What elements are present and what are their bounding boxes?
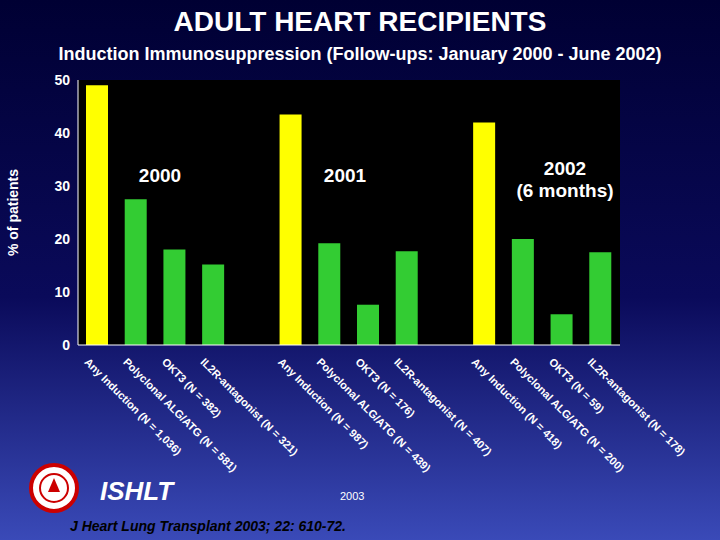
svg-text:0: 0 — [62, 337, 70, 353]
svg-text:IL2R-antagonist (N = 321): IL2R-antagonist (N = 321) — [198, 355, 301, 458]
svg-text:% of patients: % of patients — [8, 169, 21, 256]
html-text:2002: 2002 — [543, 158, 587, 179]
html-text:ADULT HEART RECIPIENTS: ADULT HEART RECIPIENTS — [173, 6, 547, 37]
html-text:Induction Immunosuppression (F: Induction Immunosuppression (Follow-ups:… — [58, 44, 662, 64]
svg-text:40: 40 — [54, 125, 70, 141]
svg-text:Polyclonal ALG/ATG (N = 581): Polyclonal ALG/ATG (N = 581) — [121, 355, 240, 475]
html-text:J Heart Lung Transplant 2003;: J Heart Lung Transplant 2003; 22: 610-72… — [70, 518, 346, 534]
svg-text:10: 10 — [54, 284, 70, 300]
html-text:2003: 2003 — [340, 490, 365, 502]
svg-text:Any Induction (N = 1,036): Any Induction (N = 1,036) — [82, 355, 184, 458]
svg-text:IL2R-antagonist (N = 178): IL2R-antagonist (N = 178) — [586, 356, 688, 458]
svg-text:OKT3 (N = 176): OKT3 (N = 176) — [353, 355, 418, 420]
html-text:2000: 2000 — [138, 165, 182, 186]
svg-text:OKT3 (N = 59): OKT3 (N = 59) — [546, 355, 607, 416]
svg-text:30: 30 — [54, 178, 70, 194]
svg-text:Any Induction (N = 987): Any Induction (N = 987) — [275, 355, 371, 451]
html-text:ISHLT: ISHLT — [100, 476, 174, 506]
svg-text:Any Induction (N = 418): Any Induction (N = 418) — [469, 355, 565, 451]
svg-text:Polyclonal ALG/ATG (N = 200): Polyclonal ALG/ATG (N = 200) — [508, 355, 627, 475]
svg-text:IL2R-antagonist (N = 407): IL2R-antagonist (N = 407) — [392, 355, 495, 458]
html-text:2001: 2001 — [323, 165, 367, 186]
svg-text:OKT3 (N = 382): OKT3 (N = 382) — [159, 355, 224, 420]
svg-text:20: 20 — [54, 231, 70, 247]
svg-text:Polyclonal ALG/ATG (N = 439): Polyclonal ALG/ATG (N = 439) — [314, 355, 434, 475]
svg-text:50: 50 — [54, 72, 70, 88]
html-text:(6 months): (6 months) — [516, 180, 614, 201]
